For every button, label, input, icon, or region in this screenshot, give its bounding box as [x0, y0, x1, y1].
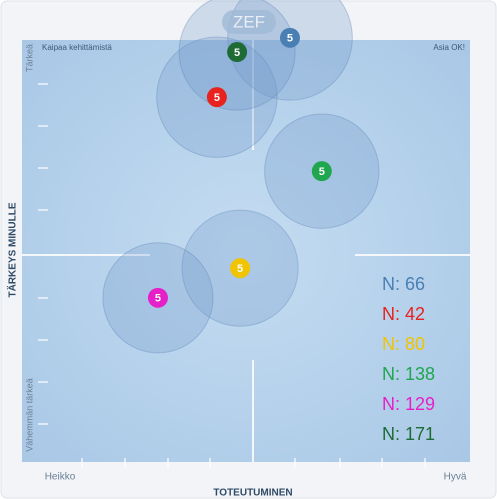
point-label: 5 — [214, 92, 220, 104]
x-high-label: Hyvä — [444, 472, 467, 483]
point — [206, 87, 227, 108]
ticks — [38, 83, 426, 468]
logo: ZEF — [233, 12, 265, 31]
point-label: 5 — [319, 166, 325, 178]
y-high-label: Tärkeä — [24, 44, 34, 72]
legend-entry: N: 66 — [382, 274, 425, 294]
x-low-label: Heikko — [45, 472, 76, 483]
point — [311, 161, 332, 182]
point — [147, 287, 168, 308]
point-label: 5 — [237, 263, 243, 275]
point-label: 5 — [234, 47, 240, 59]
crosshair — [22, 40, 470, 462]
legend-entry: N: 80 — [382, 334, 425, 354]
point — [279, 27, 300, 48]
point-label: 5 — [287, 33, 293, 45]
x-axis-label: TOTEUTUMINEN — [213, 488, 292, 499]
point-label: 5 — [155, 293, 161, 305]
point — [230, 258, 251, 279]
quadrant-label: Kaipaa kehittämistä — [42, 43, 112, 52]
y-axis-label: TÄRKEYS MINULLE — [6, 202, 19, 297]
legend-entry: N: 138 — [382, 364, 435, 384]
plot-area — [22, 40, 470, 462]
quadrant-label: Asia OK! — [433, 43, 465, 52]
legend-entry: N: 42 — [382, 304, 425, 324]
legend-entry: N: 171 — [382, 424, 435, 444]
logo-badge — [222, 10, 276, 34]
point — [227, 42, 248, 63]
y-low-label: Vähemmän tärkeä — [24, 378, 34, 452]
legend-entry: N: 129 — [382, 394, 435, 414]
